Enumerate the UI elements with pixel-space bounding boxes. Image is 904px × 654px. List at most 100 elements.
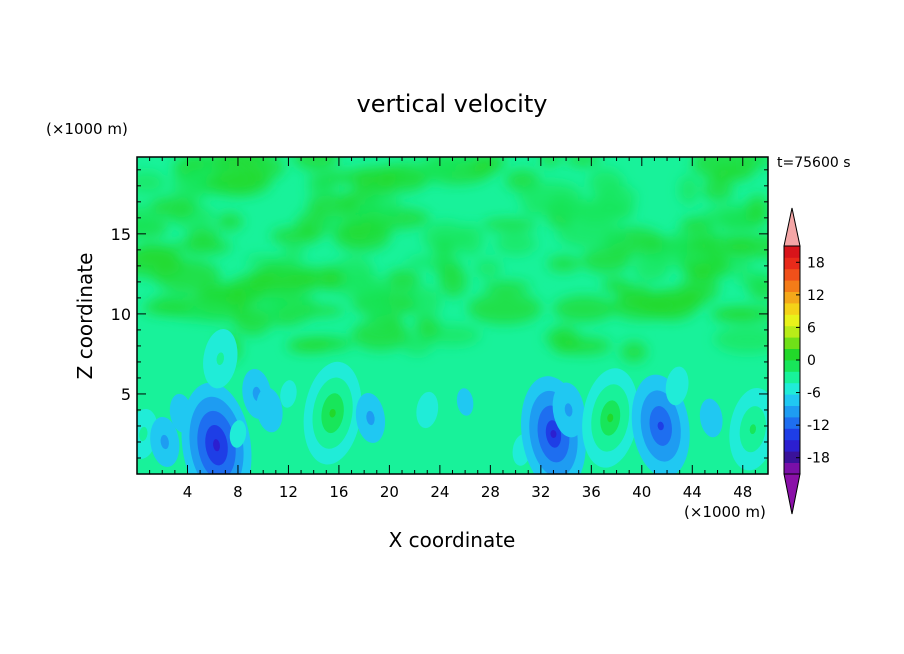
texture-blob (746, 194, 768, 224)
velocity-cell (699, 398, 723, 438)
contour-level (329, 408, 336, 418)
velocity-cell (137, 408, 158, 459)
x-tick-label: 8 (233, 483, 243, 501)
colorbar-tick-label: -12 (807, 418, 830, 434)
texture-blob (142, 299, 191, 316)
y-axis: 5 10 15 (111, 169, 768, 459)
texture-blob (539, 157, 561, 166)
texture-blob (137, 171, 166, 194)
contour-level (216, 352, 224, 365)
velocity-cell (582, 368, 639, 468)
velocity-cell (303, 361, 362, 465)
velocity-cell (456, 388, 474, 416)
x-axis: 4 8 12 16 20 24 28 32 36 40 44 48 (149, 157, 756, 501)
texture-blob (294, 267, 346, 290)
colorbar-segment (784, 337, 800, 349)
texture-blob (137, 204, 157, 235)
colorbar-segment (784, 314, 800, 327)
velocity-cell (552, 382, 585, 438)
plot-area (137, 157, 768, 474)
velocity-cell (416, 391, 439, 429)
colorbar-segment (784, 348, 800, 361)
colorbar-segment (784, 417, 800, 429)
field-texture (137, 157, 768, 364)
x-tick-label: 32 (531, 483, 550, 501)
contour-level (229, 420, 247, 448)
velocity-cell (203, 329, 238, 389)
colorbar-segment (784, 382, 800, 395)
texture-blob (402, 286, 442, 319)
texture-blob (402, 334, 433, 355)
colorbar-segment (784, 451, 800, 463)
colorbar-segment (784, 371, 800, 384)
texture-blob (322, 170, 381, 185)
velocity-cell (665, 366, 689, 406)
texture-blob (481, 218, 538, 231)
texture-blob (148, 196, 197, 219)
y-tick-label: 10 (111, 305, 131, 324)
texture-blob (252, 270, 279, 288)
texture-blob (547, 255, 581, 272)
contour-level (213, 441, 220, 450)
colorbar-segment (784, 325, 800, 338)
colorbar-segment (784, 303, 800, 315)
texture-blob (364, 297, 394, 327)
colorbar-tick-label: -18 (807, 451, 830, 467)
colorbar-segment (784, 439, 800, 452)
texture-blob (216, 212, 243, 231)
contour-level (264, 402, 275, 418)
texture-blob (307, 179, 336, 197)
texture-blob (678, 174, 699, 205)
colorbar-segment (784, 280, 800, 292)
colorbar-segment (784, 428, 800, 441)
colorbar-tick-label: 0 (807, 353, 816, 369)
contour-level (706, 409, 717, 427)
contour-level (672, 377, 683, 395)
colorbar-segment (784, 405, 800, 418)
contour-level (280, 380, 297, 408)
time-label: t=75600 s (777, 155, 851, 171)
texture-blob (296, 211, 330, 239)
texture-blob (713, 325, 768, 354)
x-unit-label: (×1000 m) (684, 503, 766, 521)
y-tick-label: 15 (111, 225, 131, 244)
chart-title: vertical velocity (357, 90, 548, 118)
texture-blob (566, 157, 601, 167)
texture-blob (439, 265, 468, 298)
texture-blob (363, 189, 401, 223)
colorbar-tick-label: 6 (807, 320, 816, 336)
colorbar: 18 12 6 0 -6 -12 -18 (783, 207, 830, 515)
texture-blob (557, 221, 627, 249)
texture-blob (467, 292, 542, 325)
velocity-cell (729, 387, 768, 471)
texture-blob (375, 166, 428, 193)
texture-blob (518, 181, 583, 209)
velocity-cell (355, 392, 386, 443)
x-tick-label: 28 (481, 483, 500, 501)
colorbar-segment (784, 246, 800, 258)
contour-level (160, 434, 169, 450)
y-axis-label: Z coordinate (73, 253, 97, 380)
texture-blob (170, 240, 234, 252)
texture-blob (284, 273, 313, 285)
texture-blob (710, 306, 768, 322)
x-tick-label: 48 (733, 483, 752, 501)
x-tick-label: 24 (430, 483, 449, 501)
texture-blob (548, 325, 580, 354)
texture-blob (307, 192, 357, 217)
texture-blob (386, 268, 421, 290)
texture-blob (581, 248, 631, 273)
texture-blob (483, 280, 531, 294)
contour-level (366, 410, 375, 426)
texture-blob (737, 271, 768, 288)
texture-blob (679, 275, 720, 303)
x-tick-label: 4 (183, 483, 193, 501)
colorbar-segment (784, 462, 800, 475)
x-tick-label: 20 (380, 483, 399, 501)
colorbar-low-extension (783, 473, 801, 515)
y-unit-label: (×1000 m) (46, 120, 128, 138)
contour-level (657, 421, 664, 431)
contour-level (416, 391, 439, 429)
texture-blob (474, 258, 502, 279)
